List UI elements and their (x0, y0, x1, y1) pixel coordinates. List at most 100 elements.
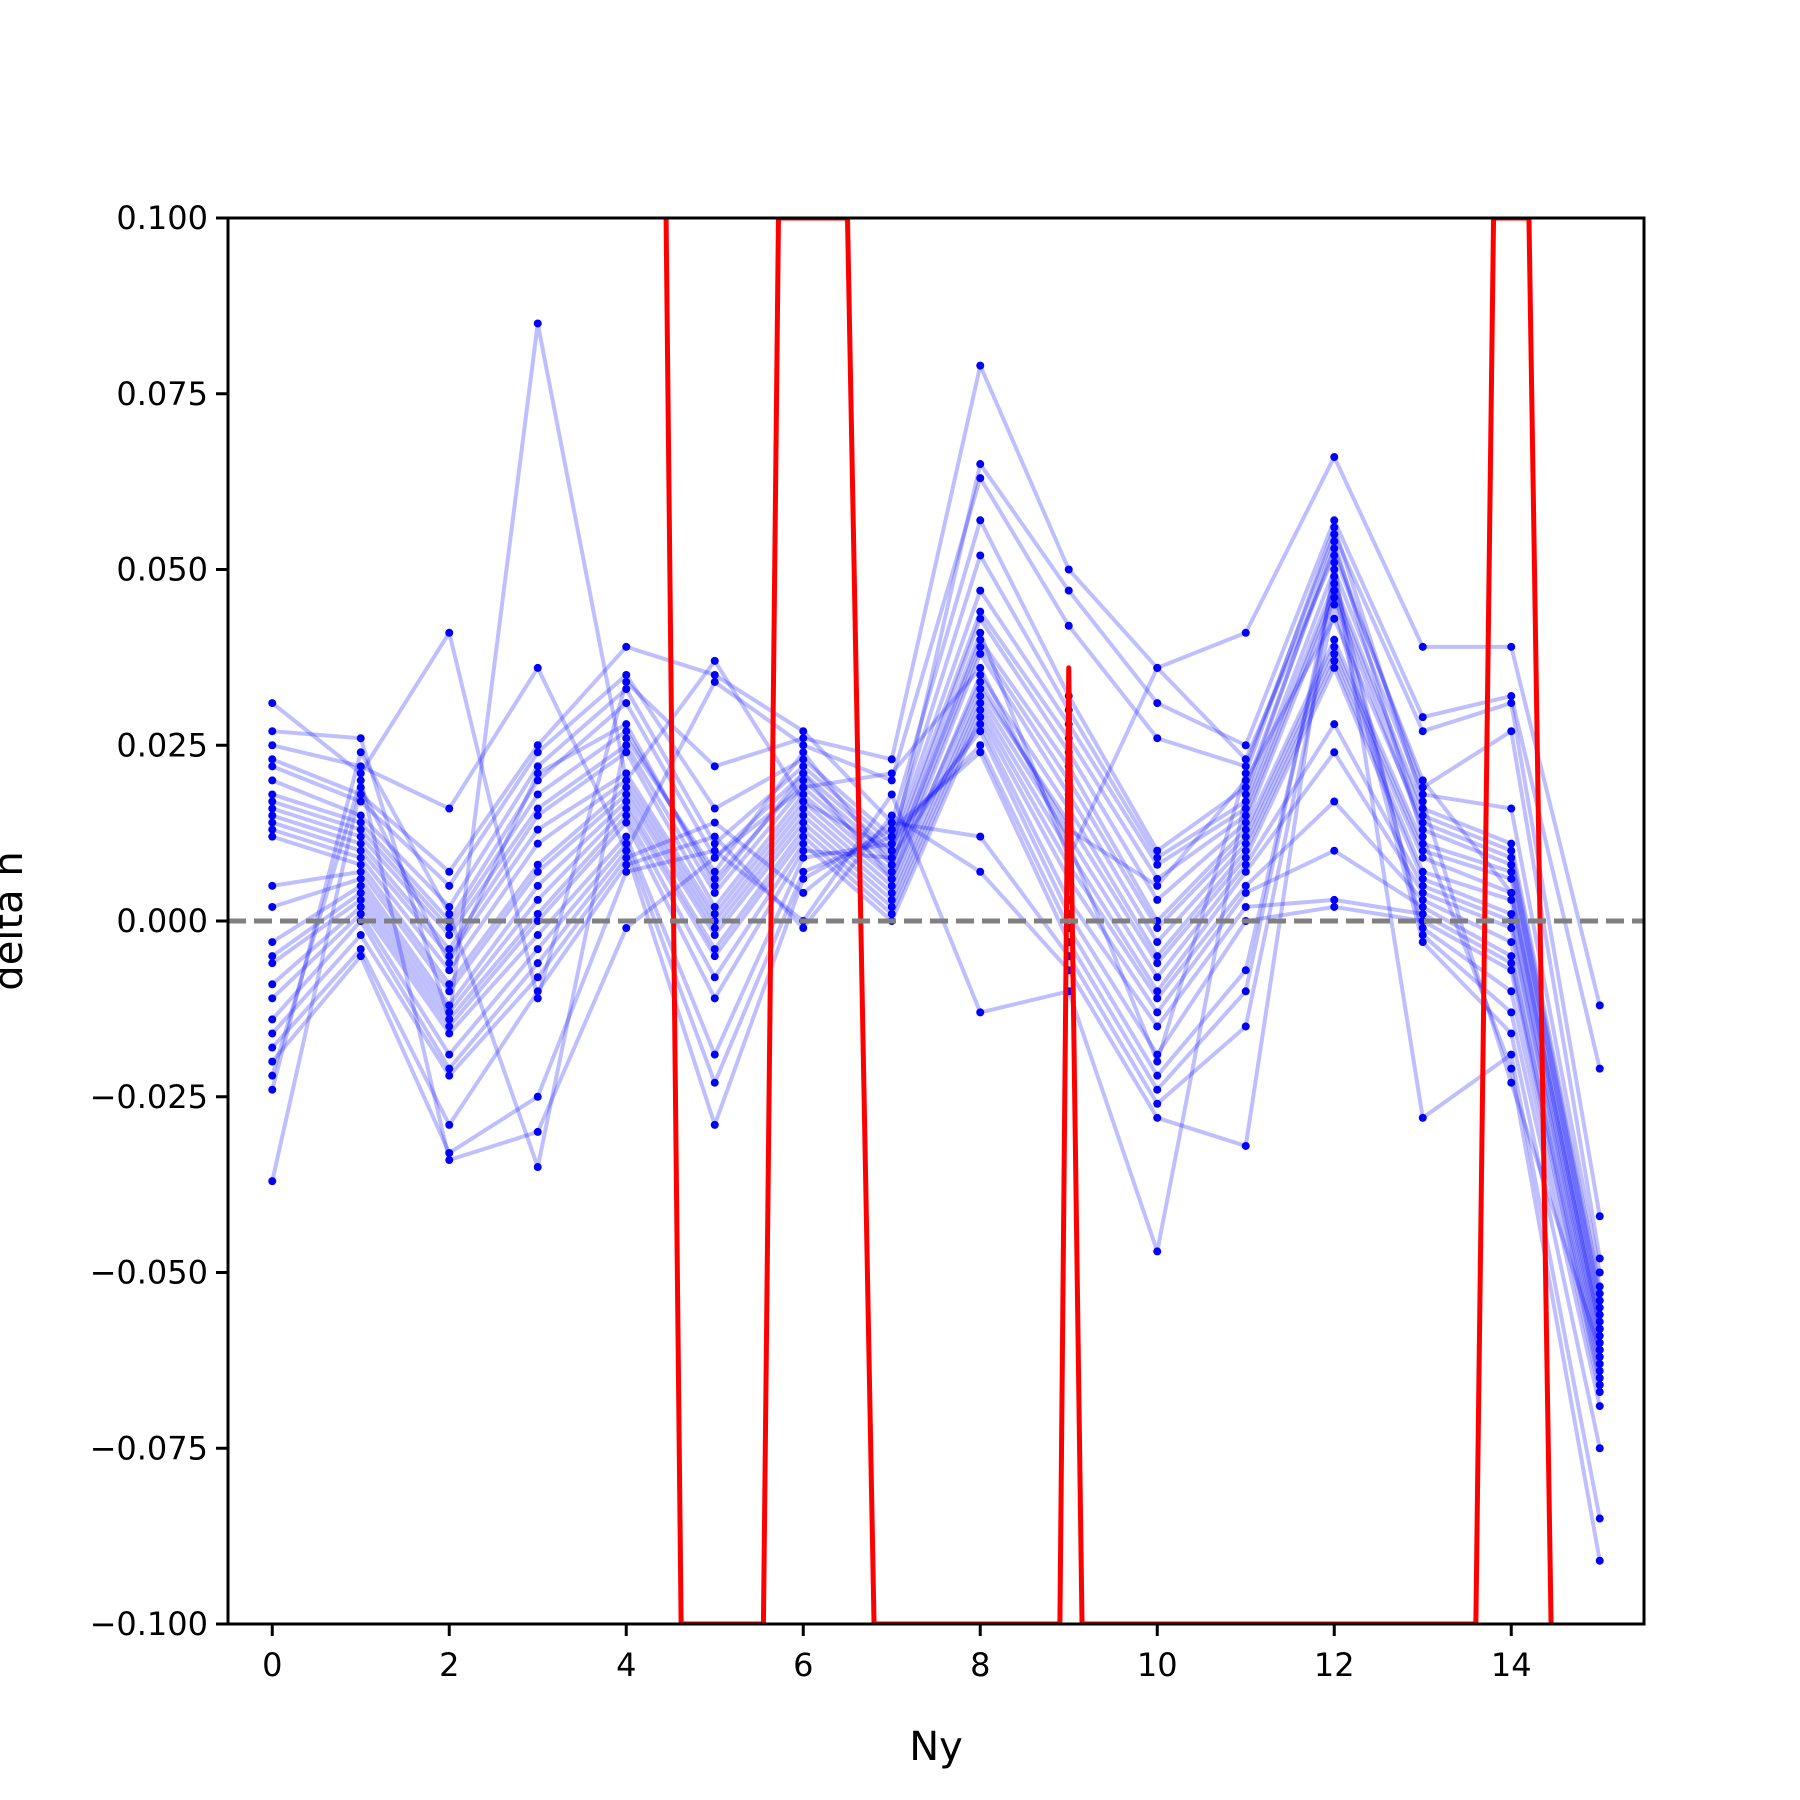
data-point (1418, 783, 1427, 792)
data-point (268, 755, 277, 764)
data-point (533, 776, 542, 785)
data-point (622, 867, 631, 876)
data-point (445, 867, 454, 876)
data-point (710, 867, 719, 876)
data-point (710, 656, 719, 665)
data-point (976, 586, 985, 595)
data-point (799, 832, 808, 841)
y-tick-label: −0.100 (90, 1605, 208, 1643)
data-point (1241, 987, 1250, 996)
x-tick-label: 2 (439, 1646, 459, 1684)
data-point (710, 677, 719, 686)
data-point (1330, 600, 1339, 609)
data-point (622, 769, 631, 778)
data-point (356, 881, 365, 890)
data-point (887, 874, 896, 883)
series-line (270, 602, 1602, 1449)
data-point (1595, 1352, 1604, 1361)
data-point (1418, 924, 1427, 933)
data-point (356, 945, 365, 954)
data-point (1241, 804, 1250, 813)
data-point (1595, 1388, 1604, 1397)
data-point (710, 1050, 719, 1059)
data-point (533, 762, 542, 771)
data-point (976, 713, 985, 722)
data-point (445, 1008, 454, 1017)
data-point (1330, 453, 1339, 462)
data-point (1330, 720, 1339, 729)
data-point (1418, 776, 1427, 785)
data-point (1418, 1113, 1427, 1122)
data-point (533, 811, 542, 820)
data-point (268, 818, 277, 827)
x-tick-label: 10 (1137, 1646, 1178, 1684)
data-point (887, 776, 896, 785)
data-point (356, 952, 365, 961)
data-point (356, 853, 365, 862)
series-line (271, 715, 1602, 1372)
data-point (799, 790, 808, 799)
data-point (268, 727, 277, 736)
data-point (1330, 586, 1339, 595)
data-point (1241, 811, 1250, 820)
data-point (622, 860, 631, 869)
data-point (356, 931, 365, 940)
data-point (1418, 727, 1427, 736)
data-point (710, 874, 719, 883)
data-point (1241, 776, 1250, 785)
data-point (1064, 586, 1073, 595)
data-point (976, 635, 985, 644)
data-point (799, 762, 808, 771)
data-point (268, 1015, 277, 1024)
data-point (1241, 888, 1250, 897)
data-point (268, 1177, 277, 1186)
data-point (1418, 790, 1427, 799)
data-point (799, 755, 808, 764)
data-point (710, 902, 719, 911)
data-point (356, 902, 365, 911)
data-point (533, 860, 542, 869)
data-point (1241, 1022, 1250, 1031)
data-point (1418, 874, 1427, 883)
data-point (887, 888, 896, 897)
data-point (1418, 895, 1427, 904)
data-point (533, 945, 542, 954)
data-point (533, 319, 542, 328)
data-point (710, 994, 719, 1003)
y-tick-label: −0.050 (90, 1254, 208, 1292)
data-point (1064, 565, 1073, 574)
data-point (1418, 938, 1427, 947)
data-point (1330, 551, 1339, 560)
data-point (356, 769, 365, 778)
data-point (1241, 860, 1250, 869)
data-point (1241, 1141, 1250, 1150)
data-point (887, 825, 896, 834)
data-point (976, 361, 985, 370)
data-point (1153, 924, 1162, 933)
data-point (622, 734, 631, 743)
y-tick-label: 0.075 (116, 375, 208, 413)
data-point (533, 931, 542, 940)
data-point (268, 1057, 277, 1066)
data-point (976, 628, 985, 637)
data-point (1330, 544, 1339, 553)
data-point (976, 748, 985, 757)
data-point (710, 881, 719, 890)
data-point (1595, 1317, 1604, 1326)
data-point (710, 924, 719, 933)
data-point (445, 1064, 454, 1073)
data-point (710, 762, 719, 771)
data-point (1330, 663, 1339, 672)
data-point (1241, 825, 1250, 834)
data-point (445, 1029, 454, 1038)
data-point (445, 1120, 454, 1129)
data-point (799, 734, 808, 743)
data-point (268, 1043, 277, 1052)
series-line (271, 708, 1602, 1365)
series-line (271, 595, 1602, 1309)
data-point (1595, 1556, 1604, 1565)
data-point (1153, 846, 1162, 855)
data-point (1595, 1310, 1604, 1319)
data-point (1241, 853, 1250, 862)
x-tick-label: 4 (616, 1646, 636, 1684)
